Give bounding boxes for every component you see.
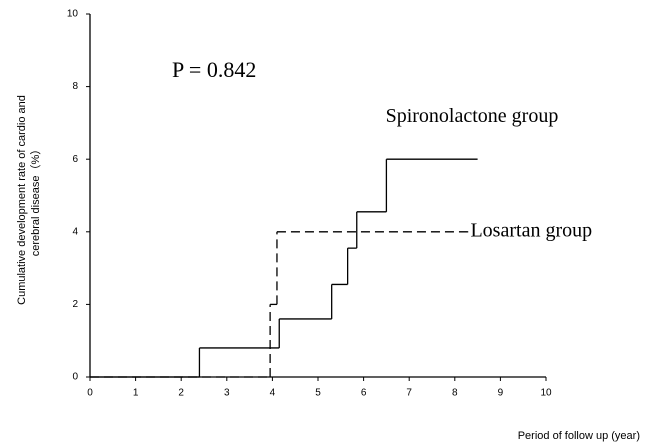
x-tick-label: 4: [270, 388, 276, 399]
series-label: Spironolactone group: [386, 105, 559, 127]
p-value-annotation: P = 0.842: [172, 57, 256, 82]
y-axis-label: cerebral disease（%）: [29, 144, 42, 257]
y-axis-label: Cumulative development rate of cardio an…: [16, 95, 28, 305]
x-tick-label: 8: [452, 388, 458, 399]
y-tick-label: 10: [67, 9, 79, 20]
x-tick-label: 0: [87, 388, 93, 399]
y-tick-label: 8: [72, 81, 78, 92]
x-tick-label: 1: [133, 388, 139, 399]
y-tick-label: 4: [72, 226, 78, 237]
series-label: Losartan group: [470, 219, 592, 241]
x-tick-label: 6: [361, 388, 367, 399]
y-tick-label: 6: [72, 154, 78, 165]
x-axis-label: Period of follow up (year): [518, 430, 640, 442]
x-tick-label: 9: [498, 388, 504, 399]
x-tick-label: 10: [540, 388, 552, 399]
y-axis-label-group: Cumulative development rate of cardio an…: [16, 95, 42, 305]
x-tick-label: 2: [178, 388, 184, 399]
x-tick-label: 3: [224, 388, 230, 399]
x-tick-label: 5: [315, 388, 321, 399]
x-tick-label: 7: [406, 388, 412, 399]
y-tick-label: 0: [72, 372, 78, 383]
y-tick-label: 2: [72, 299, 78, 310]
